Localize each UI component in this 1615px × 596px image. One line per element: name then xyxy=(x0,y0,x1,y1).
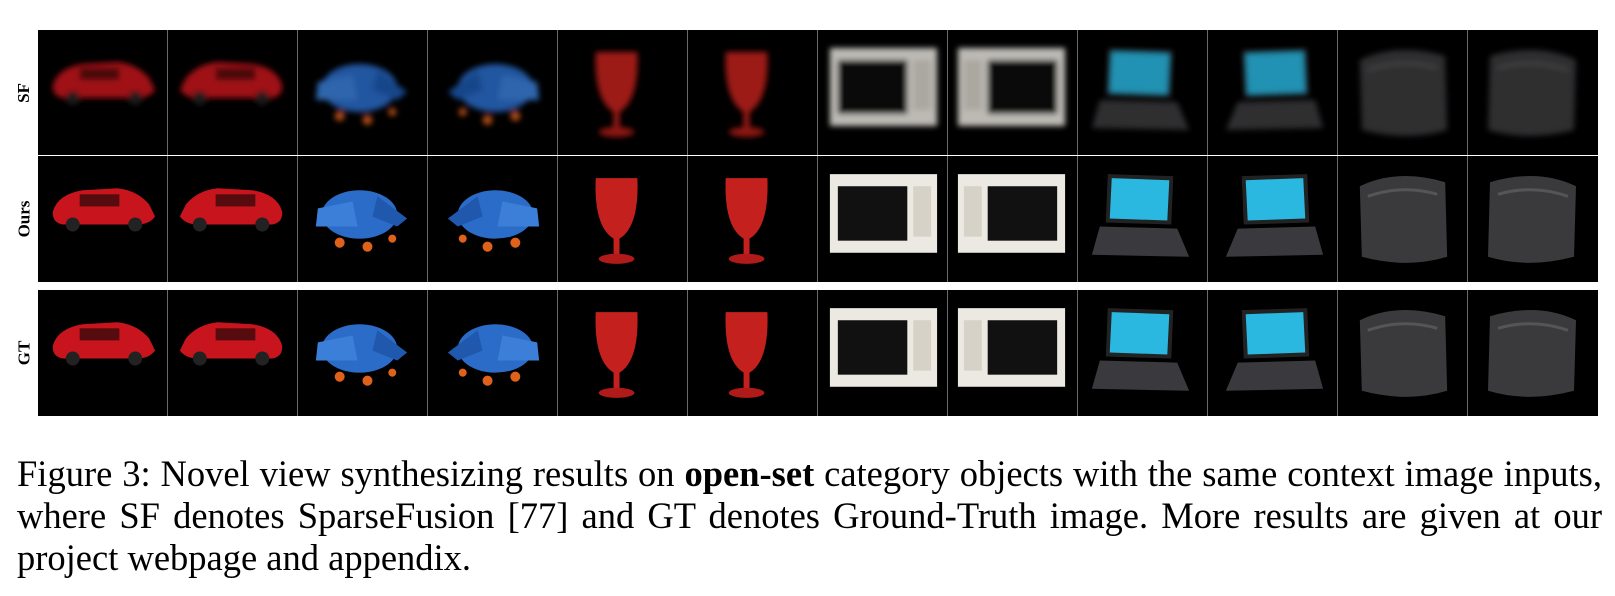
thumbnail-gt-red-car-view1 xyxy=(38,290,168,416)
thumbnail-ours-red-car-view2 xyxy=(168,156,298,282)
thumbnail-sf-microwave-view2 xyxy=(948,30,1078,155)
image-row-gt xyxy=(38,290,1608,416)
thumbnail-ours-laptop-view2 xyxy=(1208,156,1338,282)
caption-prefix: Figure 3: Novel view synthesizing result… xyxy=(17,453,685,494)
image-row-ours xyxy=(38,156,1608,282)
thumbnail-sf-laptop-view2 xyxy=(1208,30,1338,155)
thumbnail-gt-red-wine-glass-view2 xyxy=(688,290,818,416)
thumbnail-ours-red-car-view1 xyxy=(38,156,168,282)
thumbnail-ours-microwave-view1 xyxy=(818,156,948,282)
thumbnail-gt-microwave-view2 xyxy=(948,290,1078,416)
thumbnail-ours-blue-airplane-view2 xyxy=(428,156,558,282)
thumbnail-gt-blue-airplane-view1 xyxy=(298,290,428,416)
thumbnail-ours-red-wine-glass-view1 xyxy=(558,156,688,282)
thumbnail-gt-microwave-view1 xyxy=(818,290,948,416)
thumbnail-gt-red-car-view2 xyxy=(168,290,298,416)
thumbnail-sf-blue-airplane-view1 xyxy=(298,30,428,155)
row-label-gt: GT xyxy=(14,340,33,366)
row-label-ours: Ours xyxy=(14,200,33,238)
thumbnail-sf-red-wine-glass-view2 xyxy=(688,30,818,155)
thumbnail-sf-red-wine-glass-view1 xyxy=(558,30,688,155)
results-figure: SF Ours GT xyxy=(14,30,1608,416)
thumbnail-ours-red-wine-glass-view2 xyxy=(688,156,818,282)
thumbnail-ours-microwave-view2 xyxy=(948,156,1078,282)
thumbnail-ours-blue-airplane-view1 xyxy=(298,156,428,282)
thumbnail-sf-dark-bag-view2 xyxy=(1468,30,1598,155)
thumbnail-gt-dark-bag-view1 xyxy=(1338,290,1468,416)
caption-suffix: category objects with the same context i… xyxy=(17,453,1602,578)
row-label-sf: SF xyxy=(14,82,33,103)
caption-bold-term: open-set xyxy=(684,453,815,494)
thumbnail-sf-red-car-view1 xyxy=(38,30,168,155)
image-row-sf xyxy=(38,30,1608,155)
thumbnail-gt-laptop-view1 xyxy=(1078,290,1208,416)
thumbnail-sf-blue-airplane-view2 xyxy=(428,30,558,155)
thumbnail-gt-red-wine-glass-view1 xyxy=(558,290,688,416)
thumbnail-ours-dark-bag-view2 xyxy=(1468,156,1598,282)
thumbnail-sf-red-car-view2 xyxy=(168,30,298,155)
thumbnail-gt-dark-bag-view2 xyxy=(1468,290,1598,416)
thumbnail-gt-laptop-view2 xyxy=(1208,290,1338,416)
thumbnail-sf-dark-bag-view1 xyxy=(1338,30,1468,155)
thumbnail-gt-blue-airplane-view2 xyxy=(428,290,558,416)
figure-caption: Figure 3: Novel view synthesizing result… xyxy=(17,453,1602,579)
thumbnail-ours-dark-bag-view1 xyxy=(1338,156,1468,282)
thumbnail-sf-laptop-view1 xyxy=(1078,30,1208,155)
thumbnail-ours-laptop-view1 xyxy=(1078,156,1208,282)
thumbnail-sf-microwave-view1 xyxy=(818,30,948,155)
